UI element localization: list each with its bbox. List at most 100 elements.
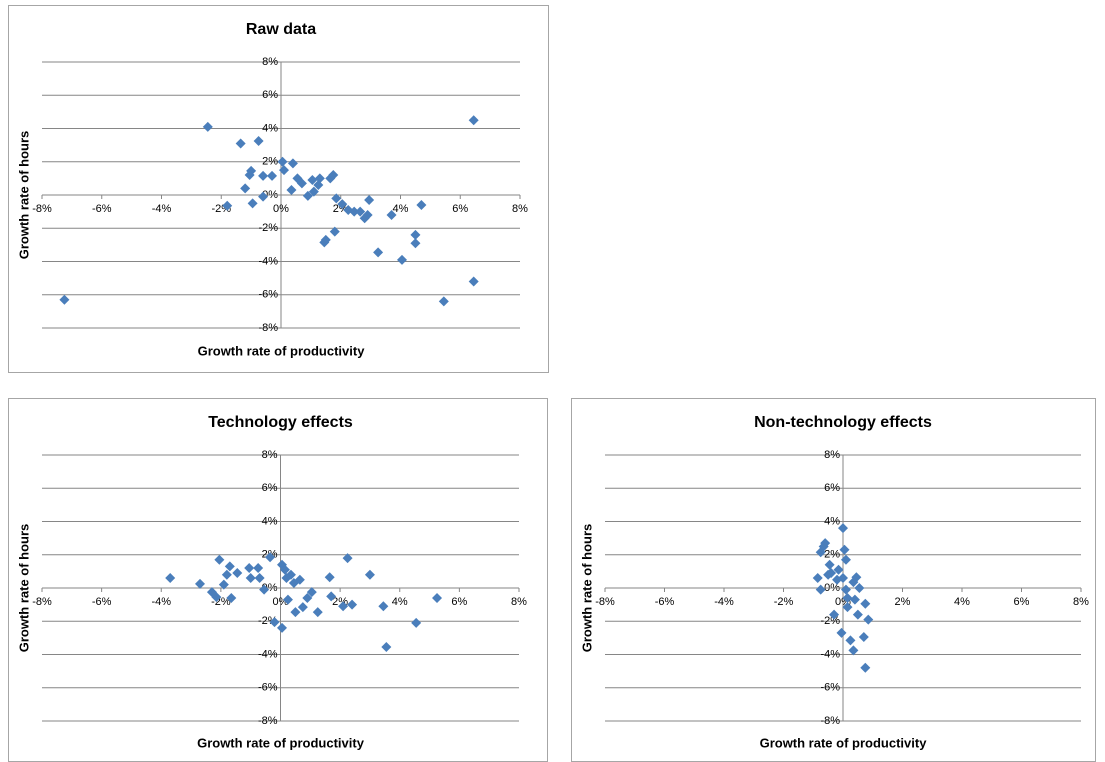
- data-point: [244, 563, 255, 574]
- y-tick-label: -2%: [820, 615, 840, 627]
- y-tick-label: 6%: [824, 482, 840, 494]
- data-point: [468, 276, 479, 287]
- data-point: [297, 602, 308, 613]
- chart-title: Raw data: [246, 21, 316, 38]
- data-point: [259, 584, 270, 595]
- data-point: [59, 294, 70, 305]
- data-point: [324, 572, 335, 583]
- data-point: [863, 614, 874, 625]
- x-tick-label: 4%: [392, 596, 408, 608]
- data-point: [362, 209, 373, 220]
- data-point: [347, 599, 358, 610]
- data-point: [438, 296, 449, 307]
- y-tick-label: -2%: [258, 222, 278, 234]
- data-point: [410, 229, 421, 240]
- y-tick-label: -8%: [258, 322, 278, 334]
- data-point: [320, 234, 331, 245]
- y-tick-label: 4%: [262, 122, 278, 134]
- data-point: [337, 199, 348, 210]
- data-point: [432, 592, 443, 603]
- x-tick-label: 2%: [895, 596, 911, 608]
- x-tick-label: -8%: [595, 596, 615, 608]
- x-tick-label: 6%: [1014, 596, 1030, 608]
- data-point: [355, 206, 366, 217]
- data-point: [195, 578, 206, 589]
- x-tick-label: -6%: [655, 596, 675, 608]
- data-point: [232, 568, 243, 579]
- data-point: [267, 170, 278, 181]
- data-point: [364, 569, 375, 580]
- data-point: [833, 564, 844, 575]
- data-point: [386, 209, 397, 220]
- x-axis-label: Growth rate of productivity: [760, 735, 928, 750]
- chart-title: Technology effects: [208, 414, 353, 431]
- x-tick-label: -6%: [92, 203, 112, 215]
- data-point: [411, 617, 422, 628]
- data-point: [308, 186, 319, 197]
- data-point: [349, 206, 360, 217]
- y-tick-label: -8%: [258, 715, 278, 727]
- data-point: [858, 632, 869, 643]
- data-point: [253, 135, 264, 146]
- data-point: [235, 138, 246, 149]
- data-point: [296, 178, 307, 189]
- x-tick-label: -8%: [32, 203, 52, 215]
- y-tick-label: -6%: [820, 682, 840, 694]
- y-tick-label: 8%: [262, 56, 278, 68]
- x-tick-label: 6%: [452, 203, 468, 215]
- x-axis-label: Growth rate of productivity: [198, 343, 366, 358]
- data-point: [338, 601, 349, 612]
- data-point: [294, 574, 305, 585]
- y-tick-label: 8%: [262, 449, 278, 461]
- data-point: [840, 584, 851, 595]
- data-point: [854, 583, 865, 593]
- x-tick-label: 8%: [512, 203, 528, 215]
- data-point: [342, 553, 353, 564]
- x-axis-label: Growth rate of productivity: [197, 735, 365, 750]
- data-point: [258, 191, 269, 202]
- data-point: [840, 554, 851, 565]
- x-tick-label: 6%: [451, 596, 467, 608]
- chart-frame: [8, 398, 548, 762]
- data-point: [247, 198, 258, 209]
- y-tick-label: -4%: [258, 255, 278, 267]
- x-tick-label: -4%: [151, 596, 171, 608]
- data-point: [302, 190, 313, 201]
- data-point: [468, 115, 479, 126]
- x-tick-label: -6%: [92, 596, 112, 608]
- data-point: [202, 121, 213, 132]
- data-point: [812, 573, 823, 584]
- x-tick-label: -8%: [32, 596, 52, 608]
- data-point: [842, 592, 853, 603]
- data-point: [849, 594, 860, 605]
- y-axis-label: Growth rate of hours: [16, 131, 31, 260]
- y-tick-label: -4%: [820, 648, 840, 660]
- data-point: [265, 552, 276, 563]
- data-point: [269, 617, 280, 628]
- data-point: [839, 544, 850, 555]
- data-point: [815, 547, 826, 558]
- data-point: [285, 569, 296, 580]
- data-point: [279, 564, 290, 575]
- data-point: [829, 609, 840, 620]
- data-point: [396, 254, 407, 265]
- x-tick-label: 0%: [273, 203, 289, 215]
- data-point: [278, 165, 289, 176]
- data-point: [307, 175, 318, 186]
- y-tick-label: 6%: [262, 482, 278, 494]
- data-point: [312, 607, 323, 618]
- data-point: [331, 193, 342, 204]
- data-point: [364, 194, 375, 205]
- data-point: [222, 200, 233, 211]
- data-point: [329, 226, 340, 237]
- data-point: [860, 598, 871, 609]
- x-tick-label: -4%: [152, 203, 172, 215]
- x-tick-label: -4%: [714, 596, 734, 608]
- y-axis-label: Growth rate of hours: [579, 524, 594, 653]
- data-point: [852, 609, 863, 620]
- y-tick-label: 4%: [824, 515, 840, 527]
- data-point: [313, 180, 324, 191]
- data-point: [860, 662, 871, 673]
- chart-frame: [8, 5, 549, 373]
